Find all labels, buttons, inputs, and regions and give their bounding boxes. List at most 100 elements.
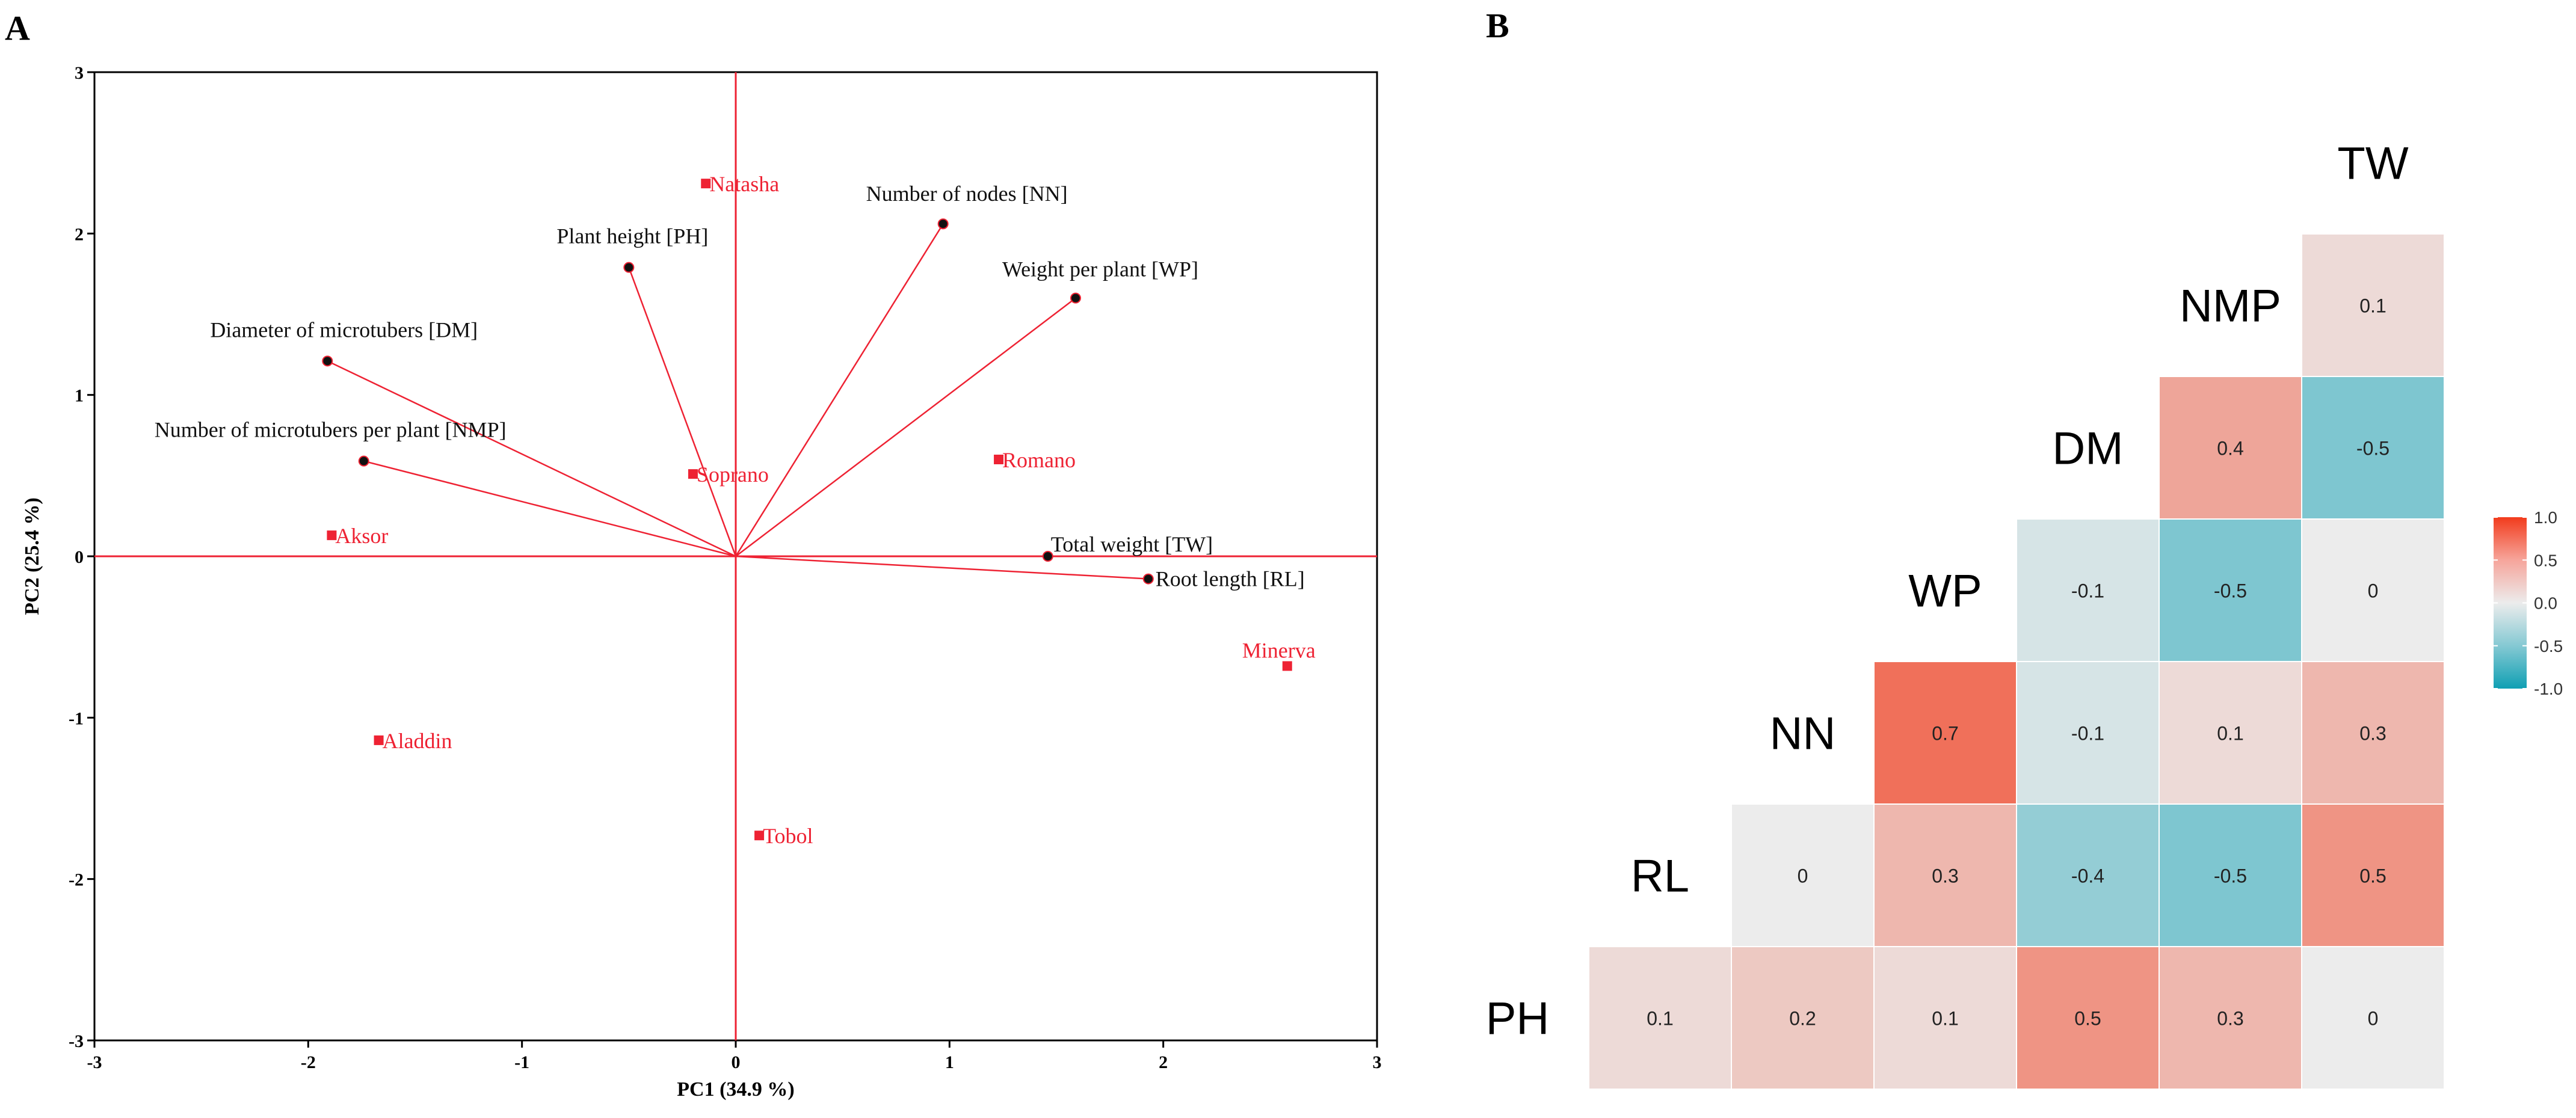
panel-b-label: B: [1486, 6, 1509, 45]
cell-value-nmp-wp: -0.5: [2214, 580, 2247, 602]
loading-label-number-of-nodes-nn: Number of nodes [NN]: [866, 182, 1068, 206]
loading-label-root-length-rl: Root length [RL]: [1156, 567, 1305, 591]
cell-nmp-nn: [2158, 661, 2302, 805]
x-tick-label: 3: [1373, 1052, 1382, 1072]
x-tick-label: 1: [945, 1052, 954, 1072]
cell-value-nn-ph: 0.2: [1789, 1008, 1816, 1030]
variable-label-dm: DM: [2052, 423, 2123, 475]
cell-value-nmp-ph: 0.3: [2217, 1008, 2243, 1030]
score-marker-aladdin: [374, 735, 384, 745]
x-axis-label: PC1 (34.9 %): [677, 1078, 794, 1101]
y-tick-label: 0: [75, 547, 84, 567]
cell-value-nmp-rl: -0.5: [2214, 865, 2247, 887]
y-tick-label: 2: [75, 224, 84, 244]
cell-value-nn-rl: 0: [1798, 865, 1808, 887]
loading-label-diameter-of-microtubers-dm: Diameter of microtubers [DM]: [210, 318, 478, 342]
score-label-tobol: Tobol: [763, 824, 813, 848]
score-marker-romano: [994, 455, 1004, 464]
cell-value-nmp-dm: 0.4: [2217, 438, 2243, 459]
cell-value-tw-nmp: 0.1: [2359, 295, 2386, 317]
cell-nn-rl: [1731, 803, 1875, 947]
cell-dm-wp: [2016, 518, 2160, 662]
cell-value-tw-nn: 0.3: [2359, 723, 2386, 745]
y-tick-label: 3: [75, 63, 84, 83]
cell-tw-dm: [2301, 376, 2445, 520]
cell-value-wp-rl: 0.3: [1932, 865, 1958, 887]
score-label-aladdin: Aladdin: [383, 729, 452, 753]
y-tick-label: -1: [69, 708, 84, 728]
cell-wp-rl: [1873, 803, 2017, 947]
loading-point-diameter-of-microtubers-dm: [322, 355, 333, 367]
cell-value-dm-wp: -0.1: [2071, 580, 2104, 602]
score-label-aksor: Aksor: [335, 524, 388, 548]
score-marker-aksor: [327, 530, 337, 541]
variable-label-nmp: NMP: [2180, 281, 2281, 332]
cell-value-tw-ph: 0: [2368, 1008, 2379, 1030]
axis-ticks: -3 -2 -1 0 1 2 3 -3 -2 -1 0 1 2 3: [69, 63, 1382, 1072]
cell-tw-rl: [2301, 803, 2445, 947]
color-legend: 1.0 0.5 0.0 -0.5 -1.0: [2494, 508, 2563, 698]
heatmap-cells: 0.1 0.2 0 0.1 0.3 0.7 0.5 -0.4 -0.1 -0.1 0.3 -0.5 0.…: [1588, 233, 2445, 1090]
cell-dm-ph: [2016, 946, 2160, 1090]
cell-value-dm-rl: -0.4: [2071, 865, 2104, 887]
loading-vector-diameter-of-microtubers-dm: [327, 360, 736, 557]
score-marker-soprano: [688, 469, 698, 479]
cell-value-rl-ph: 0.1: [1647, 1008, 1673, 1030]
cell-wp-nn: [1873, 661, 2017, 805]
cell-value-dm-ph: 0.5: [2074, 1008, 2101, 1030]
y-axis-label: PC2 (25.4 %): [21, 497, 43, 615]
loading-vectors: Plant height [PH] Number of nodes [NN] Wei…: [155, 182, 1305, 591]
y-tick-label: -3: [69, 1031, 84, 1051]
cell-value-nmp-nn: 0.1: [2217, 723, 2243, 745]
cell-nmp-ph: [2158, 946, 2302, 1090]
x-tick-label: -3: [87, 1052, 102, 1072]
score-label-minerva: Minerva: [1242, 638, 1316, 662]
cell-dm-rl: [2016, 803, 2160, 947]
loading-vector-plant-height-ph: [628, 267, 737, 557]
cell-value-tw-dm: -0.5: [2356, 438, 2390, 459]
cell-tw-nmp: [2301, 233, 2445, 377]
cell-tw-ph: [2301, 946, 2445, 1090]
loading-vector-number-of-nodes-nn: [735, 223, 944, 557]
score-points: Natasha Soprano Romano Aksor Minerva Aladdin T…: [327, 172, 1316, 848]
cell-wp-ph: [1873, 946, 2017, 1090]
cell-value-wp-nn: 0.7: [1932, 723, 1958, 745]
loading-vector-number-of-microtubers-per-plant-nmp: [363, 460, 736, 557]
score-label-romano: Romano: [1002, 448, 1076, 472]
loading-vector-root-length-rl: [735, 555, 1148, 580]
legend-tick-label: 0.0: [2534, 594, 2557, 613]
loading-point-root-length-rl: [1142, 573, 1154, 585]
cell-dm-nn: [2016, 661, 2160, 805]
variable-labels: PH RL NN WP DM NMP TW: [1486, 138, 2409, 1045]
cell-rl-ph: [1588, 946, 1732, 1090]
legend-tick-label: 1.0: [2534, 508, 2557, 527]
score-marker-tobol: [754, 831, 765, 841]
legend-tick-label: 0.5: [2534, 551, 2557, 570]
loading-label-number-of-microtubers-per-plant-nmp: Number of microtubers per plant [NMP]: [155, 418, 507, 442]
variable-label-ph: PH: [1486, 994, 1550, 1045]
loading-point-total-weight-tw: [1042, 551, 1053, 562]
x-tick-label: -2: [301, 1052, 316, 1072]
loading-point-number-of-microtubers-per-plant-nmp: [358, 455, 369, 467]
score-marker-minerva: [1282, 661, 1292, 671]
loading-label-total-weight-tw: Total weight [TW]: [1051, 532, 1213, 556]
x-tick-label: -1: [514, 1052, 529, 1072]
y-tick-label: 1: [75, 386, 84, 406]
variable-label-nn: NN: [1770, 708, 1836, 760]
cell-tw-nn: [2301, 661, 2445, 805]
variable-label-wp: WP: [1908, 566, 1982, 617]
loading-point-plant-height-ph: [623, 262, 635, 273]
legend-colorbar: [2494, 517, 2527, 689]
x-tick-label: 2: [1159, 1052, 1168, 1072]
cell-value-tw-rl: 0.5: [2359, 865, 2386, 887]
loading-point-number-of-nodes-nn: [937, 218, 949, 230]
cell-value-wp-ph: 0.1: [1932, 1008, 1958, 1030]
score-label-natasha: Natasha: [709, 172, 779, 196]
correlation-heatmap: 0.1 0.2 0 0.1 0.3 0.7 0.5 -0.4 -0.1 -0.1 0.3 -0.5 0.…: [1486, 138, 2563, 1090]
pca-biplot: -3 -2 -1 0 1 2 3 -3 -2 -1 0 1 2 3 Plant height [PH] Nu…: [21, 63, 1382, 1101]
legend-tick-label: -1.0: [2534, 680, 2563, 698]
legend-tick-label: -0.5: [2534, 637, 2563, 656]
score-label-soprano: Soprano: [697, 462, 769, 487]
cell-value-tw-wp: 0: [2368, 580, 2379, 602]
